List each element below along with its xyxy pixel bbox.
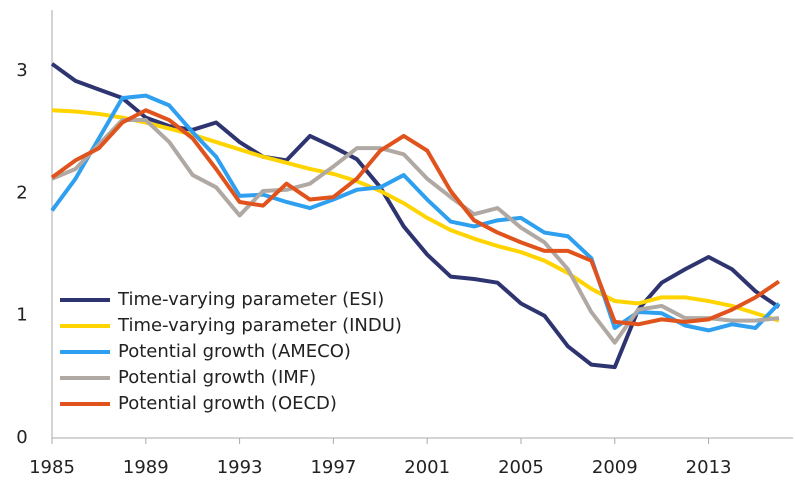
x-tick-label: 1997	[310, 457, 356, 478]
y-tick-label: 3	[16, 60, 27, 81]
y-tick-label: 2	[16, 182, 27, 203]
legend-label: Potential growth (IMF)	[118, 367, 316, 388]
y-tick-label: 1	[16, 305, 27, 326]
x-tick-label: 2005	[498, 457, 544, 478]
series-line	[51, 108, 780, 323]
legend-label: Potential growth (OECD)	[118, 393, 337, 414]
x-tick-label: 2013	[686, 457, 732, 478]
x-tick-label: 1989	[123, 457, 169, 478]
legend-label: Time-varying parameter (ESI)	[117, 289, 384, 310]
series-line	[50, 62, 781, 370]
x-tick-label: 2009	[592, 457, 638, 478]
series-line	[51, 118, 780, 345]
legend-label: Time-varying parameter (INDU)	[117, 315, 402, 336]
series-line	[50, 108, 781, 327]
x-tick-label: 2001	[404, 457, 450, 478]
x-tick-label: 1985	[29, 457, 75, 478]
series-line	[50, 93, 781, 333]
y-tick-label: 0	[16, 427, 27, 448]
x-tick-label: 1993	[217, 457, 263, 478]
legend-label: Potential growth (AMECO)	[118, 341, 351, 362]
